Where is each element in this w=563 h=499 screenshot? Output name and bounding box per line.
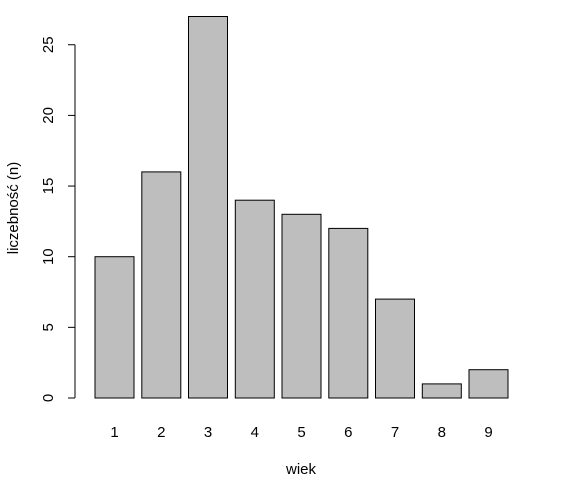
bar-4 (234, 199, 275, 399)
bar-1 (94, 256, 135, 399)
x-tick-label-6: 6 (344, 424, 352, 441)
bars-group (94, 16, 509, 399)
x-tick-label-5: 5 (297, 424, 305, 441)
y-tick-label-0: 0 (40, 394, 57, 402)
x-axis-label: wiek (285, 461, 317, 478)
bar-3 (188, 16, 228, 399)
y-tick-label-10: 10 (40, 248, 57, 265)
x-tick-labels-group: 1 2 3 4 5 6 7 8 9 (110, 424, 492, 441)
y-ticks-group: 0 5 10 15 20 25 (40, 36, 75, 402)
bar-9 (468, 369, 509, 399)
bar-5 (281, 213, 322, 399)
y-tick-label-5: 5 (40, 323, 57, 331)
y-tick-label-20: 20 (40, 107, 57, 124)
y-tick-label-25: 25 (40, 36, 57, 53)
y-tick-label-15: 15 (40, 178, 57, 195)
bar-2 (141, 171, 182, 399)
x-tick-label-9: 9 (484, 424, 492, 441)
x-tick-label-3: 3 (204, 424, 212, 441)
x-tick-label-2: 2 (157, 424, 165, 441)
x-tick-label-7: 7 (391, 424, 399, 441)
bar-8 (421, 383, 462, 399)
x-tick-label-4: 4 (251, 424, 259, 441)
bar-7 (375, 298, 415, 399)
y-axis-label: liczebność (n) (5, 162, 22, 255)
x-tick-label-8: 8 (438, 424, 446, 441)
x-tick-label-1: 1 (110, 424, 118, 441)
bar-6 (328, 227, 369, 399)
